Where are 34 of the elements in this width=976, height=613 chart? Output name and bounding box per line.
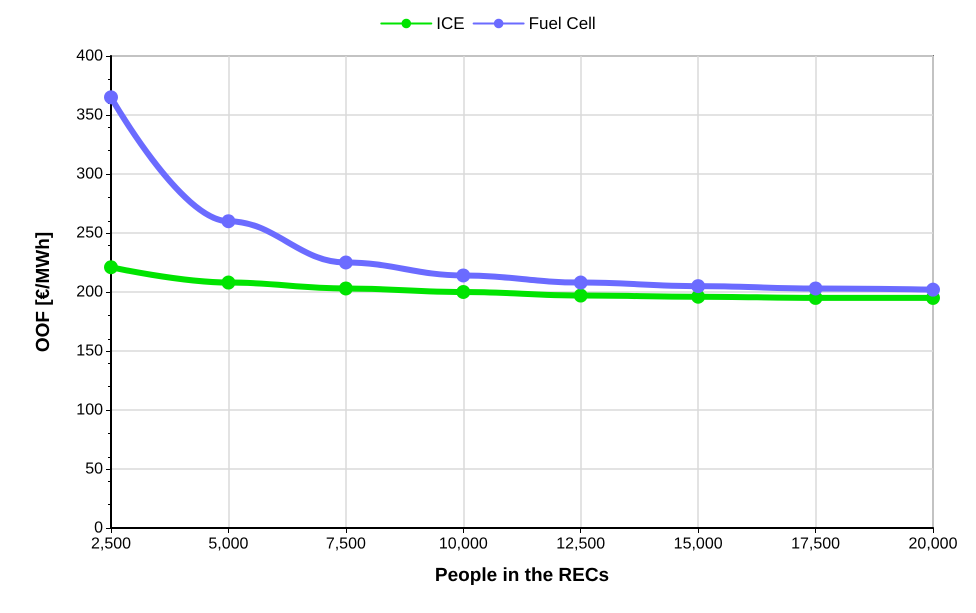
y-tick-label: 300 (76, 166, 104, 182)
legend-label: ICE (436, 14, 465, 33)
x-tick-label: 12,500 (556, 536, 606, 552)
point (456, 268, 470, 282)
point (926, 282, 940, 297)
y-tick-label: 200 (76, 284, 104, 300)
point (104, 260, 118, 274)
point (574, 276, 588, 290)
point (104, 90, 118, 104)
x-tick-label: 17,500 (791, 536, 840, 552)
point (456, 285, 470, 299)
y-tick-label: 50 (85, 460, 104, 478)
y-tick-label: 100 (76, 402, 104, 418)
point (691, 279, 706, 294)
x-tick-label: 2,500 (90, 536, 132, 552)
x-tick-label: 15,000 (674, 536, 723, 552)
y-tick-label: 150 (76, 342, 104, 360)
y-tick-label: 350 (76, 106, 104, 124)
x-tick-label: 7,500 (326, 536, 366, 552)
point (808, 281, 823, 296)
x-axis-title: People in the RECs (434, 565, 610, 586)
point (574, 288, 588, 303)
point (338, 281, 353, 296)
point (221, 214, 236, 228)
point (221, 276, 236, 290)
x-tick-label: 10,000 (438, 536, 488, 552)
y-axis-title: OOF [€/MWh] (33, 232, 54, 352)
point (338, 256, 353, 270)
legend-label: Fuel Cell (528, 14, 596, 33)
y-tick-label: 0 (94, 520, 104, 536)
x-tick-label: 5,000 (208, 536, 249, 552)
y-tick-label: 400 (76, 48, 104, 64)
y-tick-label: 250 (76, 224, 104, 242)
x-tick-label: 20,000 (908, 536, 958, 552)
